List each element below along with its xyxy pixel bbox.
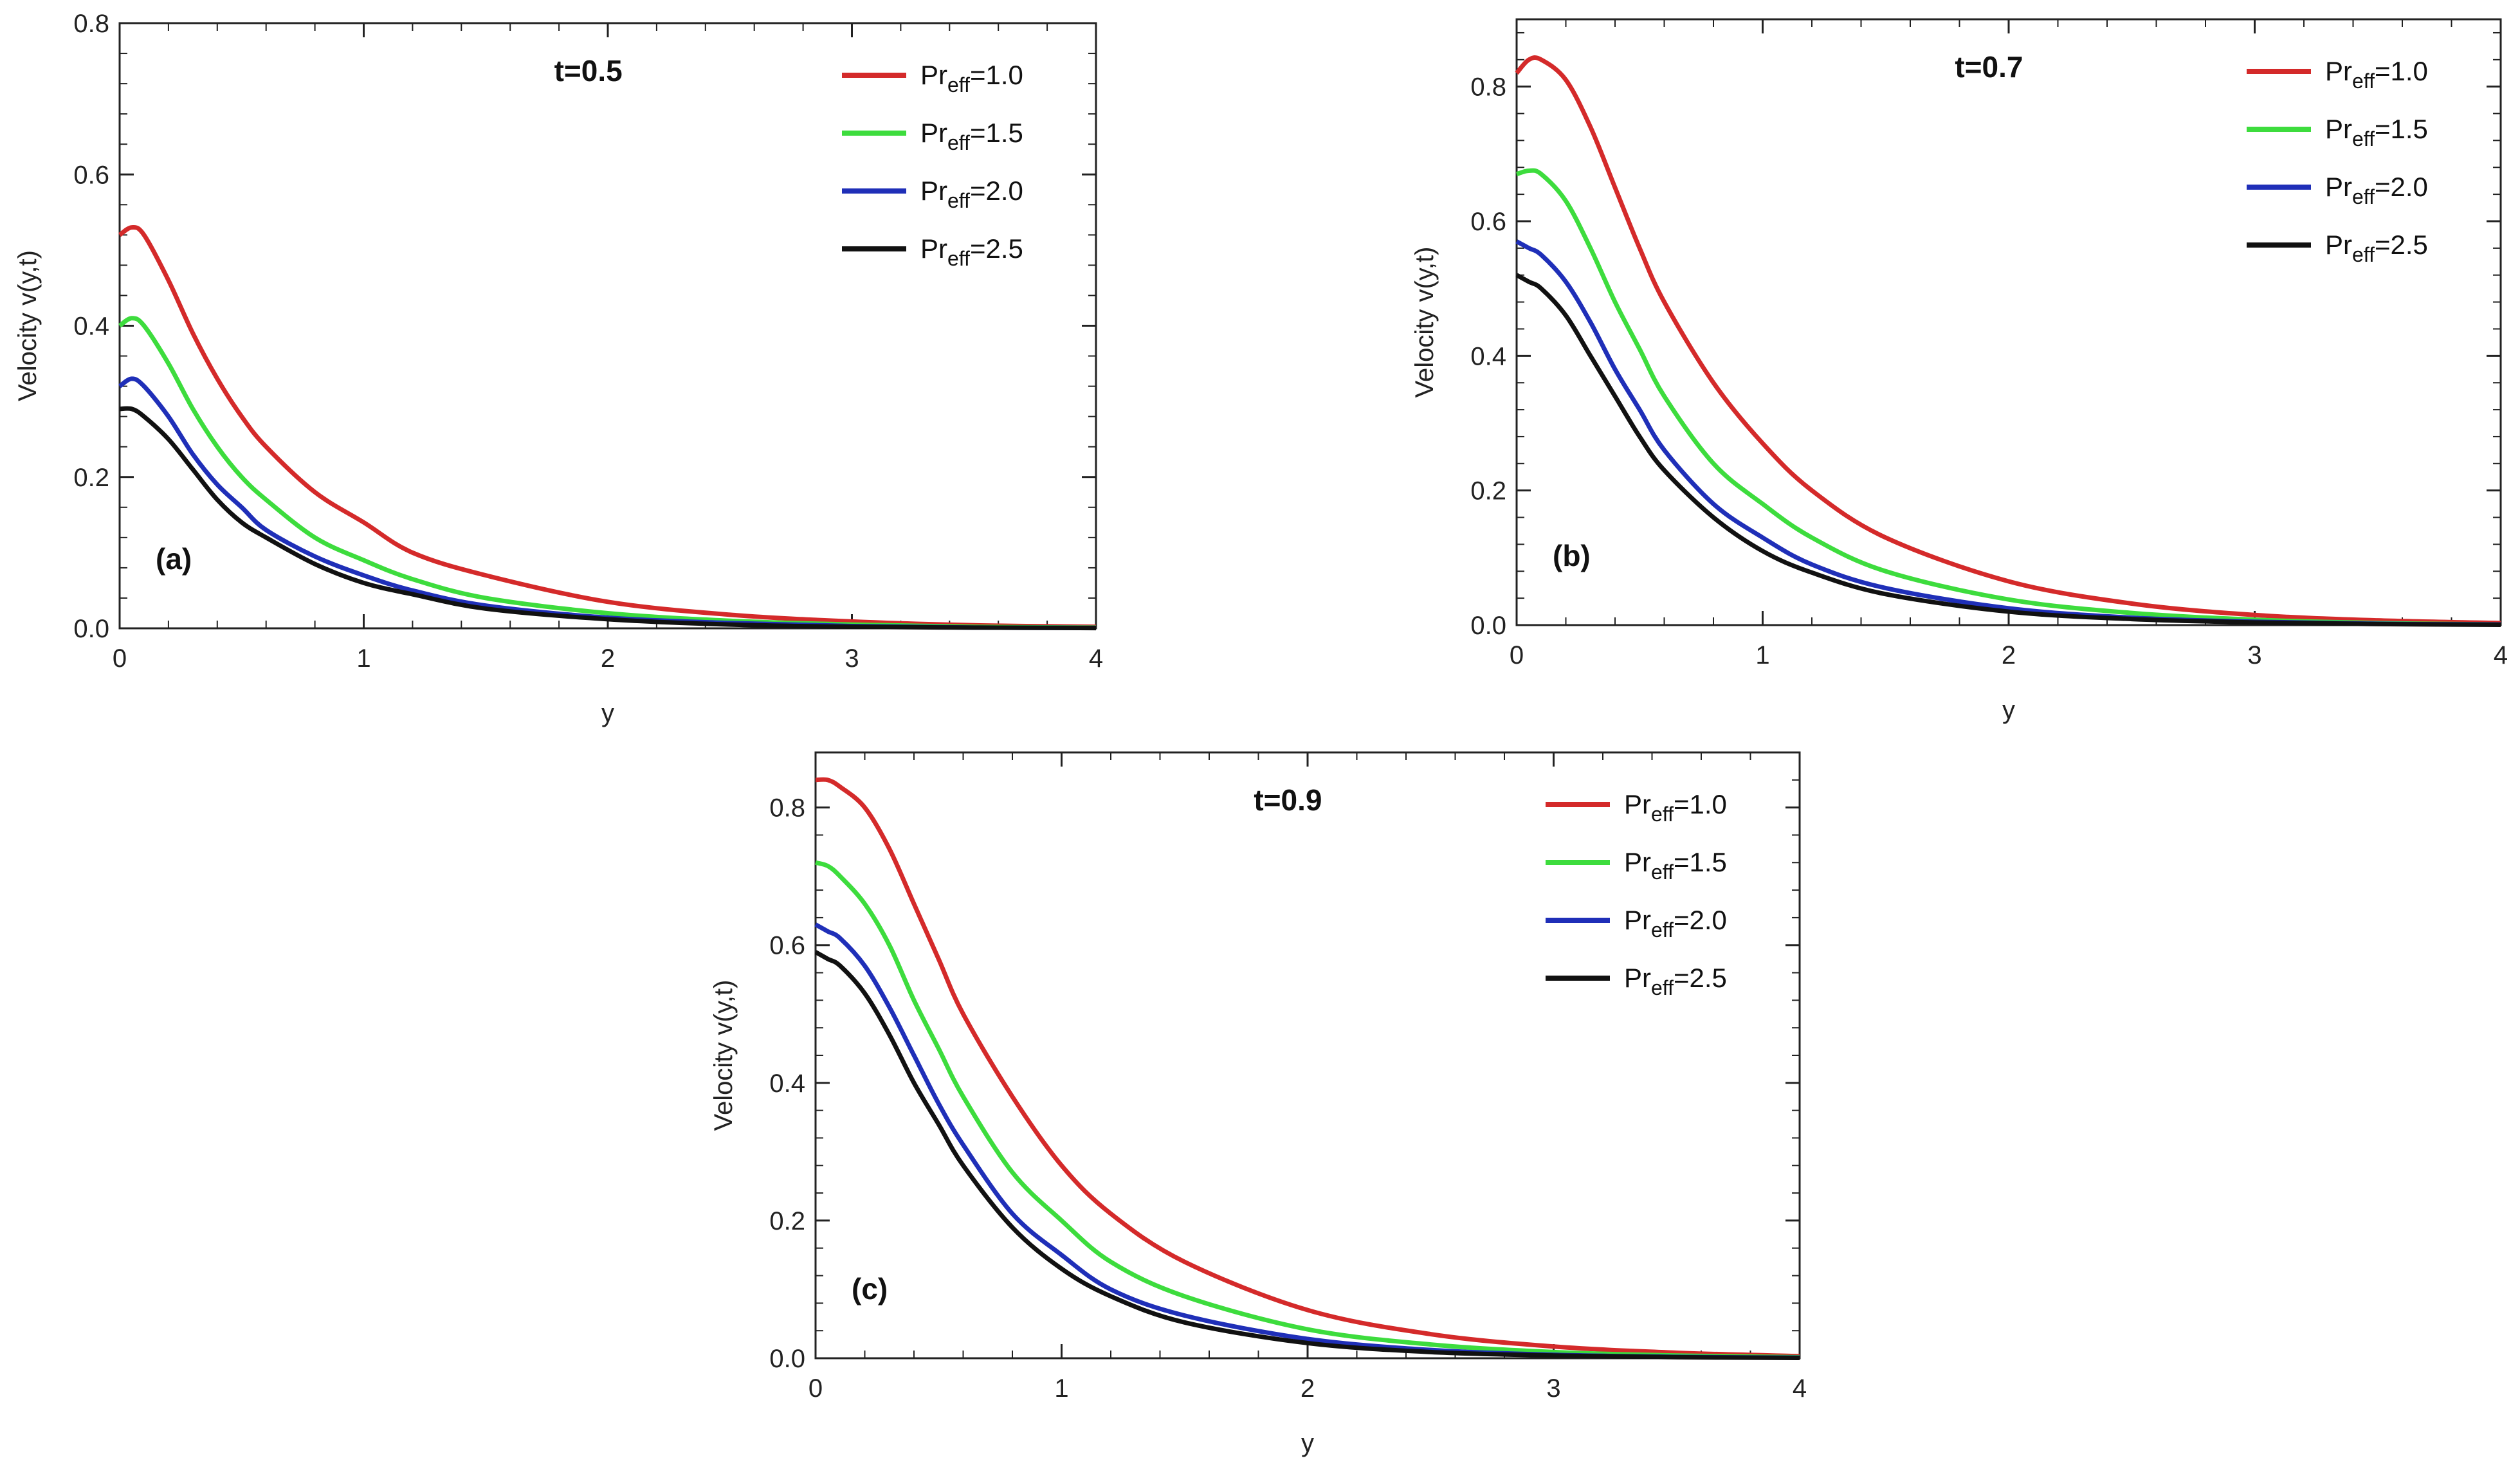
x-tick-label: 4 xyxy=(2494,641,2508,669)
legend-entry: Preff=2.0 xyxy=(920,176,1023,212)
series-line-pr-eff-1-0 xyxy=(118,224,1097,630)
x-tick-label: 1 xyxy=(356,644,370,673)
x-axis-label: y xyxy=(2002,696,2015,724)
panel-label: (a) xyxy=(156,542,192,576)
plot-frame xyxy=(1515,18,2502,626)
legend-entry: Preff=2.5 xyxy=(920,233,1023,270)
x-tick-label: 0 xyxy=(113,644,127,673)
x-tick-label: 2 xyxy=(1301,1374,1315,1403)
x-tick-label: 1 xyxy=(1054,1374,1068,1403)
x-tick-label: 3 xyxy=(1546,1374,1560,1403)
y-tick-label: 0.4 xyxy=(769,1069,805,1098)
legend-entry: Preff=1.5 xyxy=(920,118,1023,154)
y-tick-label: 0.4 xyxy=(73,313,109,341)
panel-title: t=0.5 xyxy=(554,54,623,87)
y-tick-label: 0.8 xyxy=(73,10,109,38)
legend-entry: Preff=1.0 xyxy=(1624,789,1727,826)
x-tick-label: 0 xyxy=(1510,641,1524,669)
x-tick-label: 4 xyxy=(1793,1374,1807,1403)
y-tick-label: 0.6 xyxy=(1470,208,1506,236)
x-tick-label: 3 xyxy=(2247,641,2261,669)
y-tick-label: 0.8 xyxy=(1470,73,1506,102)
series-line-pr-eff-2-5 xyxy=(814,950,1800,1360)
y-axis-label: Velocity v(y,t) xyxy=(1411,247,1439,398)
series-line-pr-eff-1-5 xyxy=(815,860,1800,1360)
x-tick-label: 1 xyxy=(1755,641,1769,669)
y-tick-label: 0.4 xyxy=(1470,342,1506,370)
chart-panel-2: 0 1 2 3 4 0.0 0.2 0.4 0.6 0.8 y Velocity v(y,t) t=0.… xyxy=(1411,18,2508,724)
legend-entry: Preff=2.5 xyxy=(1624,963,1727,999)
y-axis-label: Velocity v(y,t) xyxy=(709,980,738,1131)
panel-label: (b) xyxy=(1553,539,1591,572)
panel-title: t=0.9 xyxy=(1254,783,1322,817)
y-tick-label: 0.0 xyxy=(1470,612,1506,640)
series-line-pr-eff-2-5 xyxy=(1515,273,2501,627)
series-line-pr-eff-1-0 xyxy=(1515,55,2501,626)
x-axis-label: y xyxy=(1301,1429,1314,1457)
legend-entry: Preff=2.5 xyxy=(2325,230,2428,266)
y-axis-label: Velocity v(y,t) xyxy=(14,250,42,401)
x-tick-label: 2 xyxy=(2002,641,2016,669)
legend-entry: Preff=1.0 xyxy=(920,60,1023,96)
legend-entry: Preff=2.0 xyxy=(1624,905,1727,942)
legend-entry: Preff=1.5 xyxy=(2325,114,2428,150)
legend-entry: Preff=2.0 xyxy=(2325,172,2428,208)
panel-title: t=0.7 xyxy=(1955,50,2023,84)
y-tick-label: 0.0 xyxy=(769,1345,805,1373)
y-tick-label: 0.6 xyxy=(73,161,109,189)
x-axis-label: y xyxy=(601,699,614,727)
y-tick-label: 0.0 xyxy=(73,615,109,643)
panel-label: (c) xyxy=(852,1272,888,1306)
legend-entry: Preff=1.0 xyxy=(2325,56,2428,93)
x-tick-label: 3 xyxy=(845,644,859,673)
series-line-pr-eff-1-5 xyxy=(118,316,1097,630)
x-tick-label: 2 xyxy=(601,644,615,673)
chart-panel-3: 0 1 2 3 4 0.0 0.2 0.4 0.6 0.8 y Velocity v(y,t) t=0.… xyxy=(709,751,1807,1457)
series-line-pr-eff-1-5 xyxy=(1515,168,2501,627)
y-tick-label: 0.2 xyxy=(73,464,109,492)
y-tick-label: 0.8 xyxy=(769,794,805,823)
series-line-pr-eff-2-0 xyxy=(118,376,1097,630)
plot-frame xyxy=(814,751,1801,1360)
series-line-pr-eff-2-5 xyxy=(119,406,1097,631)
chart-panel-1: 0 1 2 3 4 0.0 0.2 0.4 0.6 0.8 y Velocity v(y,t) t=0.… xyxy=(14,10,1103,727)
legend-entry: Preff=1.5 xyxy=(1624,847,1727,884)
x-tick-label: 4 xyxy=(1089,644,1103,673)
y-tick-label: 0.2 xyxy=(1470,477,1506,505)
series-line-pr-eff-1-0 xyxy=(815,777,1800,1359)
y-tick-label: 0.6 xyxy=(769,932,805,960)
x-tick-label: 0 xyxy=(808,1374,823,1403)
y-tick-label: 0.2 xyxy=(769,1207,805,1235)
